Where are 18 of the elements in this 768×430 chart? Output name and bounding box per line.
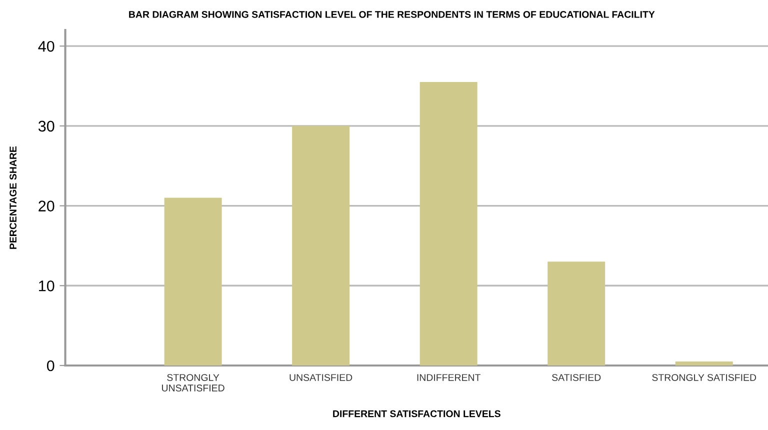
y-tick-label: 20 <box>38 200 54 212</box>
y-axis-title: PERCENTAGE SHARE <box>10 146 17 249</box>
x-tick-label: SATISFIED <box>552 374 601 381</box>
x-tick-label: INDIFFERENT <box>417 374 480 381</box>
bar <box>675 362 733 366</box>
y-tick-label: 0 <box>46 360 54 372</box>
y-tick-label: 40 <box>38 40 54 52</box>
y-tick-label: 10 <box>39 280 54 292</box>
bar <box>164 198 222 366</box>
x-tick-label: STRONGLY SATISFIED <box>652 374 756 381</box>
chart-title: BAR DIAGRAM SHOWING SATISFACTION LEVEL OF THE RESPONDENTS IN TERMS OF EDUCATIONAL FACILITY <box>129 11 655 18</box>
x-axis-title: DIFFERENT SATISFACTION LEVELS <box>333 410 500 418</box>
bar <box>420 82 478 366</box>
bar <box>548 262 606 366</box>
x-tick-label: UNSATISFIED <box>290 374 352 381</box>
bar <box>292 126 350 366</box>
x-tick-label: STRONGLY UNSATISFIED <box>162 374 224 392</box>
y-tick-label: 30 <box>38 120 54 132</box>
